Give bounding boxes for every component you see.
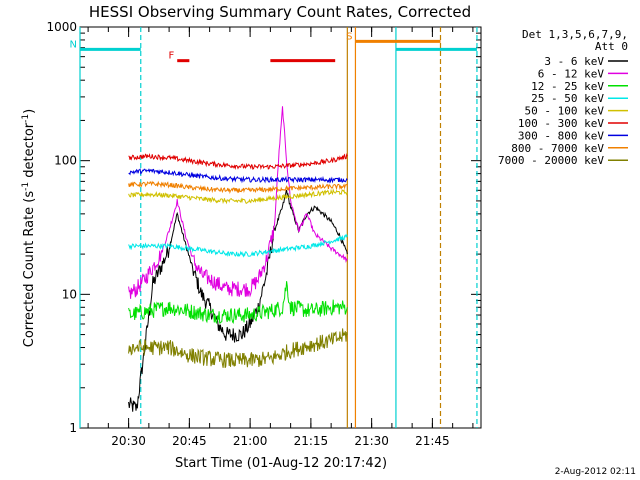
flag-label: N (70, 39, 77, 50)
flag-label: S (346, 31, 352, 42)
footer-date: 2-Aug-2012 02:11 (555, 467, 636, 477)
series-line (129, 190, 348, 203)
legend-label: 6 - 12 keV (538, 67, 605, 80)
series-line (129, 182, 348, 193)
count-rate-chart: HESSI Observing Summary Count Rates, Cor… (0, 0, 640, 480)
x-tick-label: 20:30 (111, 434, 146, 448)
y-tick-label: 10 (62, 287, 77, 301)
legend-label: 25 - 50 keV (531, 92, 604, 105)
legend-label: 50 - 100 keV (525, 105, 605, 118)
legend-label: 800 - 7000 keV (511, 142, 604, 155)
plot-frame (80, 27, 481, 428)
legend-label: 7000 - 20000 keV (498, 154, 604, 167)
legend-label: 3 - 6 keV (544, 55, 604, 68)
series-line (129, 190, 348, 412)
x-tick-label: 21:45 (415, 434, 450, 448)
plot-area: 1 10 100 1000 20:30 20:45 21:00 21:15 21:30 21:45… (46, 20, 481, 448)
legend-label: 12 - 25 keV (531, 80, 604, 93)
x-tick-label: 21:30 (354, 434, 389, 448)
series-line (129, 328, 348, 367)
x-tick-label: 21:00 (233, 434, 268, 448)
chart-title: HESSI Observing Summary Count Rates, Cor… (89, 3, 471, 21)
legend-label: 300 - 800 keV (518, 129, 604, 142)
legend-header: Att 0 (595, 40, 628, 53)
legend-label: 100 - 300 keV (518, 117, 604, 130)
flag-label: F (168, 51, 174, 62)
series-line (129, 169, 348, 182)
y-tick-label: 1000 (46, 20, 77, 34)
x-tick-label: 21:15 (294, 434, 329, 448)
series-line (129, 154, 348, 169)
y-tick-label: 1 (69, 421, 77, 435)
x-tick-label: 20:45 (172, 434, 207, 448)
x-axis-label: Start Time (01-Aug-12 20:17:42) (175, 456, 387, 471)
y-axis-label: Corrected Count Rate (s-1 detector-1) (21, 109, 37, 347)
y-tick-label: 100 (54, 154, 77, 168)
